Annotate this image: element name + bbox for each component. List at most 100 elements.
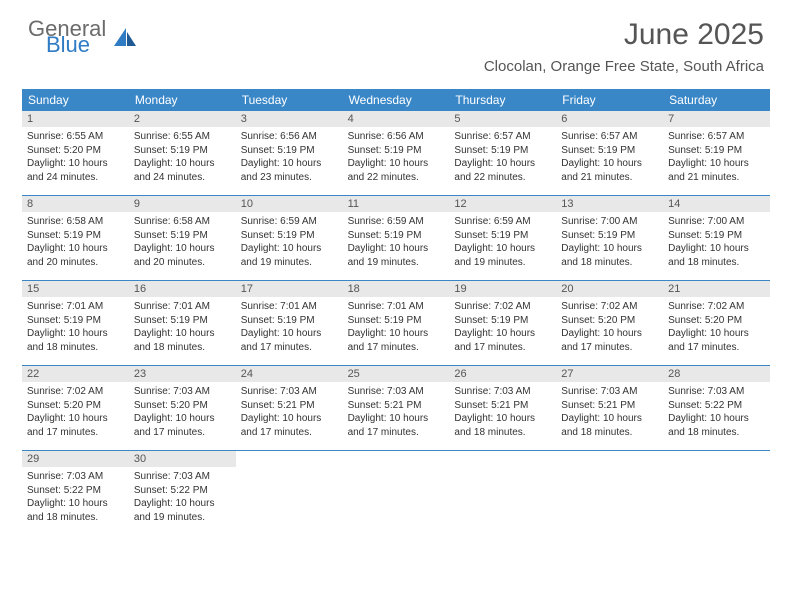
day-cell: 7Sunrise: 6:57 AMSunset: 5:19 PMDaylight…	[663, 111, 770, 195]
day-info-line: Sunrise: 7:03 AM	[454, 385, 551, 399]
day-info-line: and 17 minutes.	[561, 341, 658, 355]
day-info-line: Sunrise: 6:59 AM	[241, 215, 338, 229]
day-info-line: and 18 minutes.	[561, 256, 658, 270]
day-info-line: Daylight: 10 hours	[454, 327, 551, 341]
day-info-line: Sunrise: 7:03 AM	[668, 385, 765, 399]
day-info-line: Sunset: 5:19 PM	[348, 229, 445, 243]
day-info-line: Daylight: 10 hours	[454, 157, 551, 171]
day-info-line: Sunset: 5:21 PM	[348, 399, 445, 413]
day-info-line: and 17 minutes.	[241, 426, 338, 440]
day-cell: 21Sunrise: 7:02 AMSunset: 5:20 PMDayligh…	[663, 281, 770, 365]
day-number: 3	[236, 111, 343, 127]
day-info-line: and 21 minutes.	[561, 171, 658, 185]
day-info-line: Sunset: 5:19 PM	[134, 144, 231, 158]
day-info-line: Daylight: 10 hours	[561, 412, 658, 426]
day-number: 18	[343, 281, 450, 297]
day-info-line: Sunset: 5:20 PM	[134, 399, 231, 413]
weekday-header-row: SundayMondayTuesdayWednesdayThursdayFrid…	[22, 89, 770, 111]
day-info-line: Sunset: 5:20 PM	[668, 314, 765, 328]
day-number: 11	[343, 196, 450, 212]
day-info-line: and 20 minutes.	[134, 256, 231, 270]
day-info-line: Sunrise: 6:57 AM	[668, 130, 765, 144]
day-number: 22	[22, 366, 129, 382]
day-info-line: Daylight: 10 hours	[27, 327, 124, 341]
day-info-line: Sunrise: 6:55 AM	[27, 130, 124, 144]
day-number: 16	[129, 281, 236, 297]
day-cell: 18Sunrise: 7:01 AMSunset: 5:19 PMDayligh…	[343, 281, 450, 365]
day-info-line: Sunrise: 6:59 AM	[348, 215, 445, 229]
day-number: 2	[129, 111, 236, 127]
day-number: 4	[343, 111, 450, 127]
day-info-line: Sunrise: 7:02 AM	[668, 300, 765, 314]
day-info-line: Sunset: 5:19 PM	[348, 144, 445, 158]
day-info-line: Daylight: 10 hours	[348, 242, 445, 256]
day-number: 7	[663, 111, 770, 127]
weekday-header: Sunday	[22, 89, 129, 111]
day-info-line: and 17 minutes.	[668, 341, 765, 355]
day-cell: 17Sunrise: 7:01 AMSunset: 5:19 PMDayligh…	[236, 281, 343, 365]
day-info-line: Daylight: 10 hours	[561, 157, 658, 171]
day-number: 14	[663, 196, 770, 212]
day-cell: 5Sunrise: 6:57 AMSunset: 5:19 PMDaylight…	[449, 111, 556, 195]
day-number: 8	[22, 196, 129, 212]
day-info-line: and 18 minutes.	[454, 426, 551, 440]
day-info-line: and 17 minutes.	[27, 426, 124, 440]
week-row: 1Sunrise: 6:55 AMSunset: 5:20 PMDaylight…	[22, 111, 770, 195]
weekday-header: Wednesday	[343, 89, 450, 111]
logo-text: General Blue	[28, 18, 106, 56]
day-info-line: Daylight: 10 hours	[348, 412, 445, 426]
day-info-line: and 17 minutes.	[241, 341, 338, 355]
day-info-line: Daylight: 10 hours	[454, 412, 551, 426]
day-info-line: Sunset: 5:19 PM	[348, 314, 445, 328]
day-cell: 14Sunrise: 7:00 AMSunset: 5:19 PMDayligh…	[663, 196, 770, 280]
day-info-line: and 17 minutes.	[348, 426, 445, 440]
day-number: 1	[22, 111, 129, 127]
day-number: 29	[22, 451, 129, 467]
day-info-line: Sunrise: 6:55 AM	[134, 130, 231, 144]
day-info-line: and 18 minutes.	[668, 426, 765, 440]
day-number: 27	[556, 366, 663, 382]
day-number: 17	[236, 281, 343, 297]
day-info-line: and 22 minutes.	[454, 171, 551, 185]
day-info-line: Daylight: 10 hours	[241, 242, 338, 256]
day-cell: 12Sunrise: 6:59 AMSunset: 5:19 PMDayligh…	[449, 196, 556, 280]
day-number: 9	[129, 196, 236, 212]
day-info-line: Sunset: 5:19 PM	[241, 229, 338, 243]
weeks-container: 1 Sunrise: 6:55 AM Sunset: 5:20 PM Daylight…	[22, 111, 770, 535]
day-info-line: and 24 minutes.	[27, 171, 124, 185]
logo-blue: Blue	[46, 34, 106, 56]
day-info-line: Sunset: 5:19 PM	[561, 144, 658, 158]
day-info-line: and 19 minutes.	[348, 256, 445, 270]
day-info-line: Sunset: 5:19 PM	[561, 229, 658, 243]
day-info-line: and 23 minutes.	[241, 171, 338, 185]
week-row: 15Sunrise: 7:01 AMSunset: 5:19 PMDayligh…	[22, 280, 770, 365]
day-info-line: Sunrise: 7:01 AM	[27, 300, 124, 314]
day-info-line: and 17 minutes.	[348, 341, 445, 355]
day-number: 19	[449, 281, 556, 297]
day-cell: 24Sunrise: 7:03 AMSunset: 5:21 PMDayligh…	[236, 366, 343, 450]
day-info-line: Sunrise: 7:01 AM	[348, 300, 445, 314]
day-number: 6	[556, 111, 663, 127]
day-info-line: Sunrise: 7:02 AM	[561, 300, 658, 314]
day-info-line: Sunset: 5:21 PM	[241, 399, 338, 413]
day-info-line: Daylight: 10 hours	[27, 412, 124, 426]
day-info-line: Sunset: 5:20 PM	[561, 314, 658, 328]
day-cell: 15Sunrise: 7:01 AMSunset: 5:19 PMDayligh…	[22, 281, 129, 365]
day-cell: 30Sunrise: 7:03 AMSunset: 5:22 PMDayligh…	[129, 451, 236, 535]
day-info-line: Daylight: 10 hours	[134, 242, 231, 256]
day-number: 10	[236, 196, 343, 212]
header: General Blue June 2025 Clocolan, Orange …	[0, 0, 792, 81]
day-info-line: Sunset: 5:22 PM	[27, 484, 124, 498]
day-cell: 23Sunrise: 7:03 AMSunset: 5:20 PMDayligh…	[129, 366, 236, 450]
day-info-line: Daylight: 10 hours	[134, 157, 231, 171]
week-row: 8Sunrise: 6:58 AMSunset: 5:19 PMDaylight…	[22, 195, 770, 280]
day-info-line: Sunrise: 6:57 AM	[561, 130, 658, 144]
day-cell: 26Sunrise: 7:03 AMSunset: 5:21 PMDayligh…	[449, 366, 556, 450]
day-info-line: and 18 minutes.	[27, 511, 124, 525]
day-info-line: Sunset: 5:19 PM	[668, 144, 765, 158]
day-info-line: Daylight: 10 hours	[668, 412, 765, 426]
day-info-line: Daylight: 10 hours	[134, 497, 231, 511]
day-info-line: and 17 minutes.	[454, 341, 551, 355]
day-cell: 20Sunrise: 7:02 AMSunset: 5:20 PMDayligh…	[556, 281, 663, 365]
day-cell: 2 Sunrise: 6:55 AMSunset: 5:19 PMDaylight…	[129, 111, 236, 195]
